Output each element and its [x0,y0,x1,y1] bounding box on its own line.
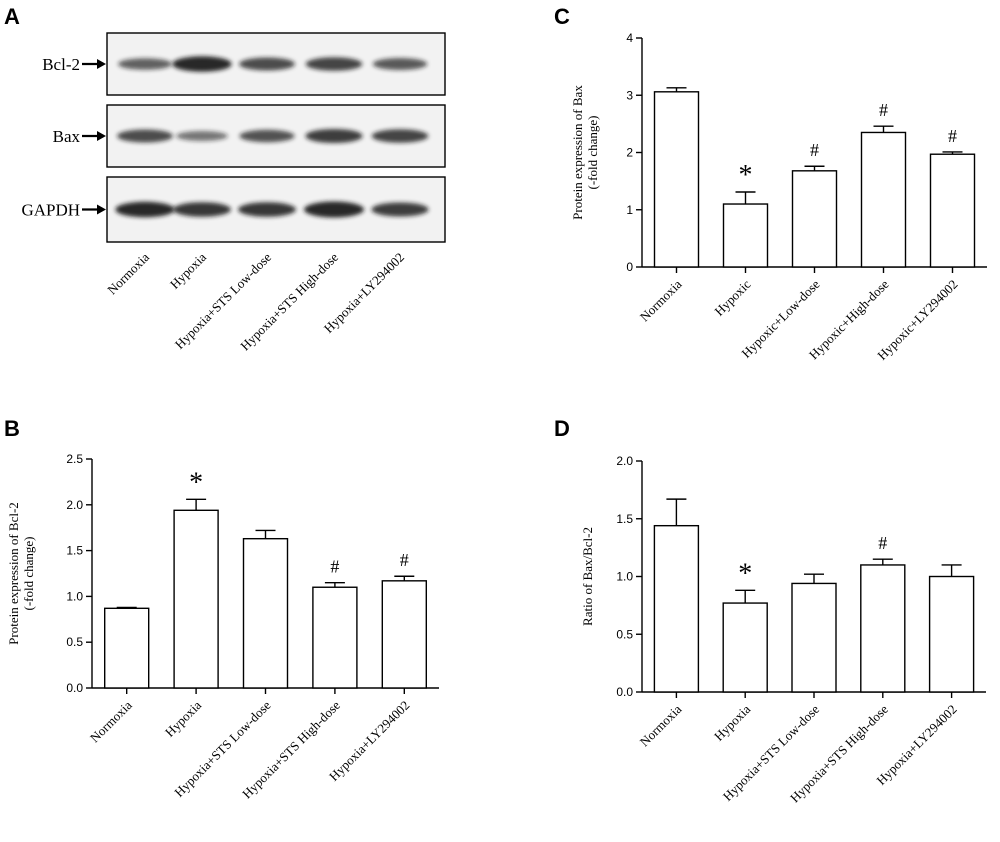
blot-band [372,58,428,70]
chart-bax: 0 1 2 3 4 Protein expression of Bax (-fold cha… [570,31,987,363]
y-tick-label: 1.0 [66,589,83,603]
bar [312,586,358,689]
panel-letter-a: A [4,4,20,29]
y-tick-label: 1.5 [616,512,633,526]
bar [860,131,907,268]
blot-band [118,58,172,70]
blot-band [238,202,296,217]
blot-band [371,202,429,217]
panel-letter-c: C [554,4,570,29]
band-label: Bax [53,127,81,146]
y-tick-label: 1.0 [616,570,633,584]
y-axis-title: (-fold change) [585,116,600,190]
band-label: GAPDH [21,201,80,220]
blot-band [305,57,363,71]
blot-band [239,57,295,71]
blot-band [239,129,295,143]
significance-marker: * [189,467,203,498]
band-arrow-head [97,204,106,215]
blot-band [305,129,363,143]
y-axis-title: (-fold change) [21,537,36,611]
significance-marker: # [810,140,819,160]
bar [653,91,700,268]
blot-band [176,131,228,141]
bar [653,524,700,693]
y-tick-label: 1 [626,203,633,217]
y-tick-label: 2 [626,146,633,160]
chart-bax-bcl2-ratio: 0.0 0.5 1.0 1.5 2.0 Ratio of Bax/Bcl-2 Normoxi… [580,454,986,805]
panel-letter-d: D [554,416,570,441]
bar [381,580,427,689]
x-tick-label: Hypoxia [162,697,204,739]
y-axis-title: Ratio of Bax/Bcl-2 [580,527,595,626]
bar [242,537,289,689]
y-tick-label: 0.5 [616,627,633,641]
blot-band [371,129,429,143]
y-tick-label: 0.0 [66,681,83,695]
chart-bcl2: 0.0 0.5 1.0 1.5 2.0 2.5 Protein expression of … [6,452,439,801]
panel-letter-b: B [4,416,20,441]
significance-marker: * [738,558,752,589]
x-tick-label: Normoxia [87,697,135,745]
y-tick-label: 2.5 [66,452,83,466]
y-axis-title: Protein expression of Bcl-2 [6,502,21,645]
lane-label: Hypoxia [167,249,209,291]
blot-band [304,201,364,218]
blot-band [115,201,175,218]
y-axis-title: Protein expression of Bax [570,85,585,220]
blot-band [117,129,173,143]
x-tick-label: Hypoxia [711,701,753,743]
blot-band [173,202,231,217]
significance-marker: # [878,533,887,553]
y-tick-label: 2.0 [66,498,83,512]
y-tick-label: 0.0 [616,685,633,699]
y-tick-label: 2.0 [616,454,633,468]
bar [928,575,975,693]
significance-marker: # [400,550,409,570]
y-tick-label: 0 [626,260,633,274]
bar [103,607,150,689]
significance-marker: # [330,557,339,577]
y-tick-label: 3 [626,88,633,102]
bar [722,602,768,693]
significance-marker: # [879,100,888,120]
lane-label: Normoxia [104,249,152,297]
bar [791,170,838,268]
significance-marker: # [948,126,957,146]
x-tick-label: Normoxia [637,701,685,749]
y-tick-label: 1.5 [66,544,83,558]
band-label: Bcl-2 [42,55,80,74]
bar [173,509,219,689]
y-tick-label: 0.5 [66,635,83,649]
significance-marker: * [739,160,753,191]
band-arrow-head [97,59,106,69]
x-tick-label: Normoxia [637,276,685,324]
bar [722,203,769,268]
band-arrow-head [97,131,106,141]
blot-band [172,56,232,72]
bar [791,582,837,693]
x-tick-label: Hypoxic [711,276,753,318]
y-tick-label: 4 [626,31,633,45]
bar [929,153,976,268]
bar [860,564,906,693]
